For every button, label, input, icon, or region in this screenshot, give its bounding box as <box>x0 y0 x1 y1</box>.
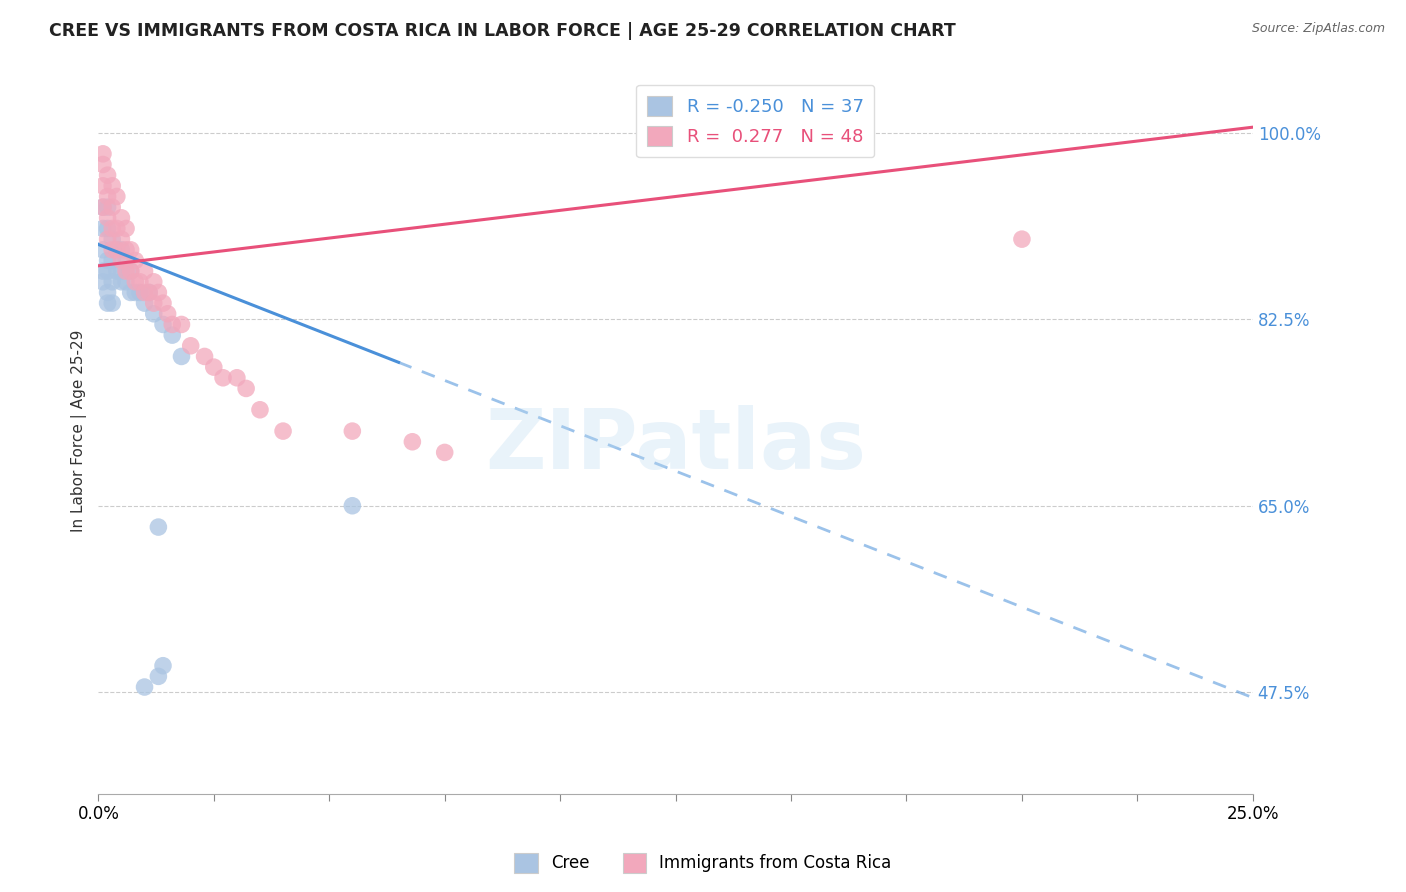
Point <box>134 285 156 300</box>
Point <box>170 318 193 332</box>
Point <box>134 296 156 310</box>
Point <box>110 253 132 268</box>
Point <box>152 318 174 332</box>
Point <box>129 275 152 289</box>
Point <box>97 168 120 182</box>
Point <box>97 296 120 310</box>
Point <box>142 296 165 310</box>
Point <box>105 264 128 278</box>
Point <box>142 275 165 289</box>
Point <box>124 275 146 289</box>
Point <box>91 275 114 289</box>
Text: CREE VS IMMIGRANTS FROM COSTA RICA IN LABOR FORCE | AGE 25-29 CORRELATION CHART: CREE VS IMMIGRANTS FROM COSTA RICA IN LA… <box>49 22 956 40</box>
Point <box>101 243 124 257</box>
Point <box>152 658 174 673</box>
Point <box>148 285 170 300</box>
Text: Source: ZipAtlas.com: Source: ZipAtlas.com <box>1251 22 1385 36</box>
Point <box>91 243 114 257</box>
Point <box>110 232 132 246</box>
Point <box>91 178 114 193</box>
Point <box>433 445 456 459</box>
Point <box>115 221 138 235</box>
Point <box>115 264 138 278</box>
Point <box>120 285 142 300</box>
Point <box>142 307 165 321</box>
Point <box>148 669 170 683</box>
Point <box>101 232 124 246</box>
Point <box>401 434 423 449</box>
Point <box>91 200 114 214</box>
Point <box>1011 232 1033 246</box>
Point <box>115 243 138 257</box>
Point <box>235 381 257 395</box>
Point <box>225 371 247 385</box>
Point <box>91 264 114 278</box>
Point <box>101 178 124 193</box>
Point <box>91 221 114 235</box>
Point <box>124 285 146 300</box>
Point <box>105 243 128 257</box>
Point <box>138 285 160 300</box>
Point <box>170 350 193 364</box>
Point <box>193 350 215 364</box>
Point <box>110 275 132 289</box>
Point <box>97 232 120 246</box>
Point <box>115 253 138 268</box>
Point <box>97 211 120 225</box>
Point <box>342 424 364 438</box>
Point <box>120 243 142 257</box>
Point <box>249 402 271 417</box>
Point <box>180 339 202 353</box>
Legend: R = -0.250   N = 37, R =  0.277   N = 48: R = -0.250 N = 37, R = 0.277 N = 48 <box>636 85 875 157</box>
Point <box>148 520 170 534</box>
Legend: Cree, Immigrants from Costa Rica: Cree, Immigrants from Costa Rica <box>508 847 898 880</box>
Point <box>97 253 120 268</box>
Point <box>120 264 142 278</box>
Point <box>162 318 184 332</box>
Point <box>97 264 120 278</box>
Point <box>110 264 132 278</box>
Point <box>91 146 114 161</box>
Point <box>162 328 184 343</box>
Point <box>101 253 124 268</box>
Point <box>110 243 132 257</box>
Point <box>91 157 114 171</box>
Point <box>97 285 120 300</box>
Point <box>156 307 179 321</box>
Point <box>152 296 174 310</box>
Y-axis label: In Labor Force | Age 25-29: In Labor Force | Age 25-29 <box>72 330 87 533</box>
Point <box>105 243 128 257</box>
Point <box>105 189 128 203</box>
Point <box>120 264 142 278</box>
Point <box>129 285 152 300</box>
Point <box>134 264 156 278</box>
Point <box>110 211 132 225</box>
Point <box>202 360 225 375</box>
Point <box>101 221 124 235</box>
Point <box>115 275 138 289</box>
Point <box>134 680 156 694</box>
Point <box>97 189 120 203</box>
Point <box>138 285 160 300</box>
Point <box>101 200 124 214</box>
Point <box>97 200 120 214</box>
Point <box>101 296 124 310</box>
Point <box>212 371 235 385</box>
Point <box>342 499 364 513</box>
Point <box>101 275 124 289</box>
Point <box>124 253 146 268</box>
Point <box>91 200 114 214</box>
Point <box>97 221 120 235</box>
Text: ZIPatlas: ZIPatlas <box>485 405 866 486</box>
Point <box>105 221 128 235</box>
Point <box>271 424 294 438</box>
